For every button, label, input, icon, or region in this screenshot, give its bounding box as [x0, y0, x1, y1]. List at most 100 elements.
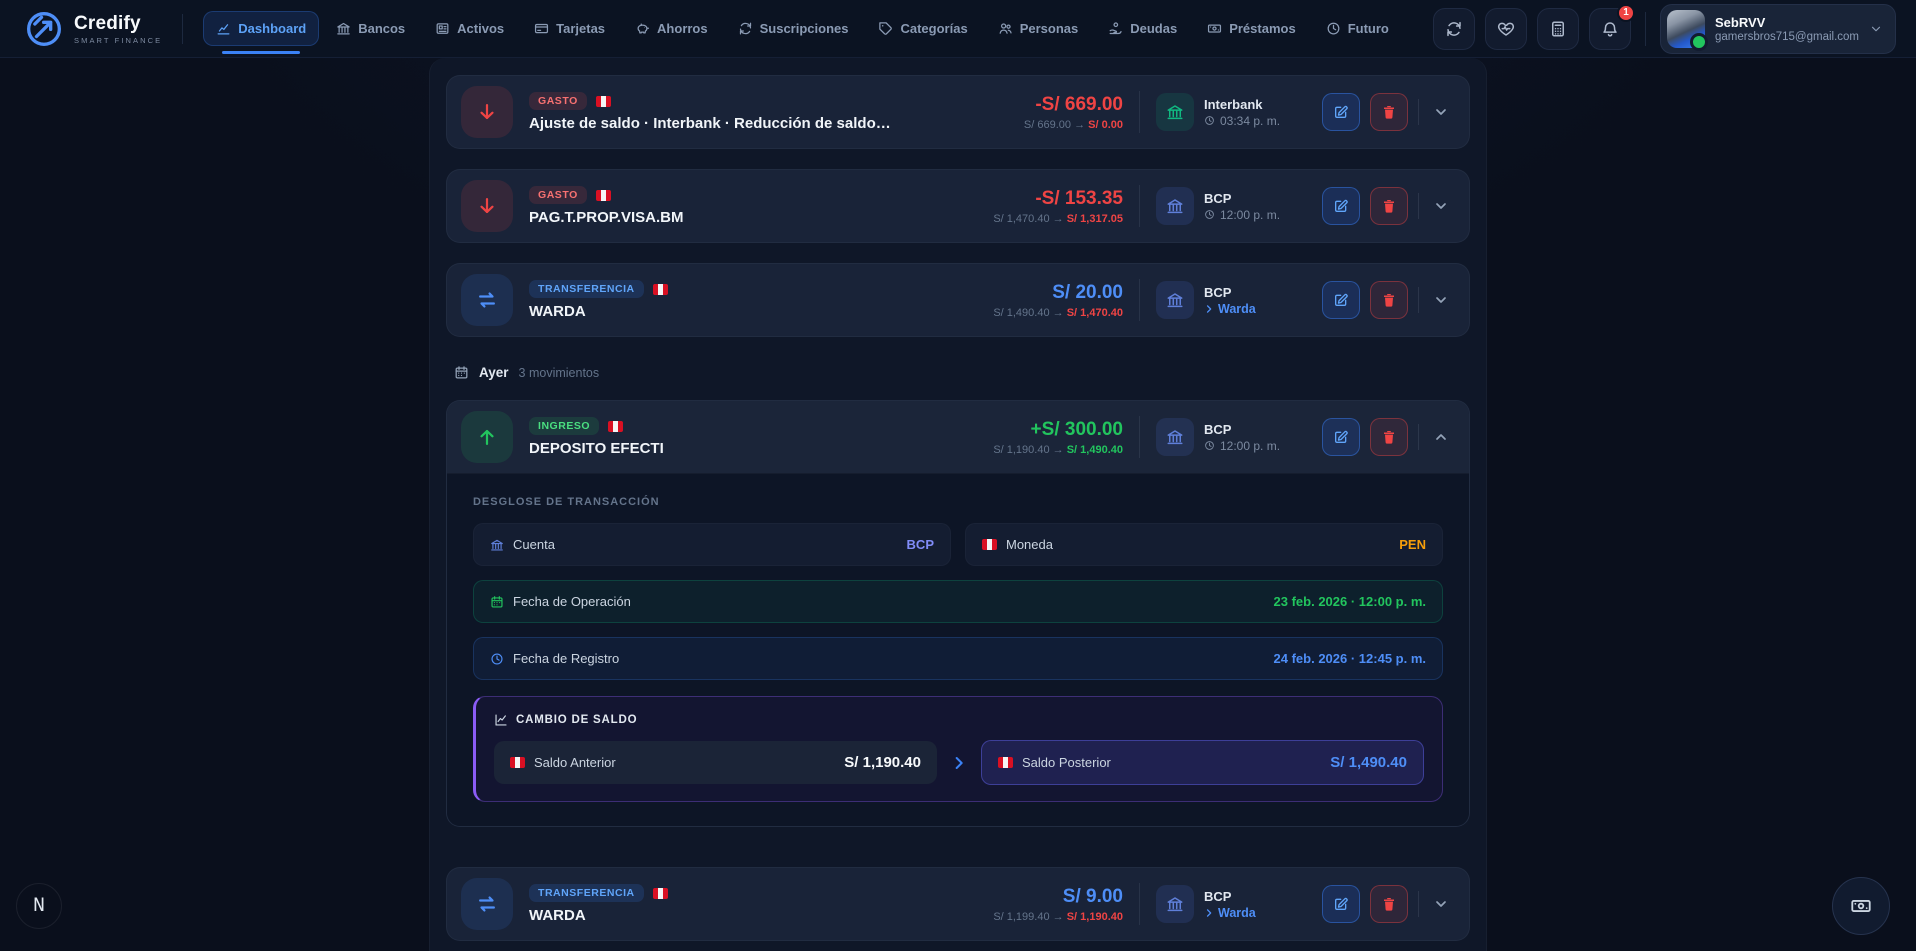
delete-button[interactable] — [1370, 885, 1408, 923]
edit-button[interactable] — [1322, 418, 1360, 456]
peru-flag-icon — [595, 95, 611, 107]
dev-tools-badge[interactable]: N — [16, 883, 62, 929]
transaction-time: 12:00 p. m. — [1204, 208, 1280, 222]
main-nav: Dashboard Bancos Activos Tarjetas Ahorro… — [203, 11, 1419, 54]
chevron-right-icon — [1204, 304, 1214, 314]
trash-icon — [1381, 429, 1397, 445]
movement-count: 3 movimientos — [518, 365, 600, 380]
transaction-row[interactable]: INGRESO DEPOSITO EFECTI +S/ 300.00 S/ 1,… — [447, 401, 1469, 473]
people-icon — [998, 21, 1013, 36]
expand-button[interactable] — [1429, 288, 1453, 312]
notifications-button[interactable]: 1 — [1589, 3, 1636, 50]
top-navigation-bar: Credify SMART FINANCE Dashboard Bancos A… — [0, 0, 1916, 58]
transfer-destination-link[interactable]: Warda — [1204, 302, 1256, 316]
transaction-amount: +S/ 300.00 — [1030, 418, 1123, 440]
bank-info: BCP Warda — [1156, 885, 1306, 923]
edit-button[interactable] — [1322, 187, 1360, 225]
bank-info: Interbank 03:34 p. m. — [1156, 93, 1306, 131]
expand-button[interactable] — [1429, 100, 1453, 124]
new-balance: Saldo Posterior S/ 1,490.40 — [981, 740, 1424, 785]
edit-icon — [1333, 429, 1349, 445]
balance-change: S/ 1,470.40 → S/ 1,317.05 — [993, 212, 1123, 225]
edit-button[interactable] — [1322, 93, 1360, 131]
transfer-destination-link[interactable]: Warda — [1204, 906, 1256, 920]
nav-label: Categorías — [900, 21, 968, 36]
transaction-card: TRANSFERENCIA WARDA S/ 20.00 S/ 1,490.40… — [446, 263, 1470, 337]
delete-button[interactable] — [1370, 281, 1408, 319]
transaction-details: DESGLOSE DE TRANSACCIÓN Cuenta BCP Moned… — [447, 473, 1469, 826]
card-divider — [1418, 193, 1419, 219]
nav-item-suscripciones[interactable]: Suscripciones — [725, 11, 862, 46]
sync-button[interactable] — [1433, 7, 1476, 50]
piggy-bank-icon — [635, 21, 650, 36]
nav-label: Activos — [457, 21, 505, 36]
income-arrow-up-icon — [461, 411, 513, 463]
chevron-down-icon — [1869, 22, 1883, 36]
transaction-title: WARDA — [529, 303, 586, 320]
nav-item-deudas[interactable]: Deudas — [1095, 11, 1190, 46]
chart-icon — [494, 713, 508, 727]
transaction-row[interactable]: GASTO Ajuste de saldo · Interbank · Redu… — [447, 76, 1469, 148]
balance-change-section: CAMBIO DE SALDO Saldo Anterior S/ 1,190.… — [473, 696, 1443, 802]
peru-flag-icon — [608, 420, 624, 432]
nav-label: Suscripciones — [759, 21, 849, 36]
nav-item-personas[interactable]: Personas — [985, 11, 1092, 46]
delete-button[interactable] — [1370, 418, 1408, 456]
transaction-type-badge: INGRESO — [529, 417, 600, 435]
edit-button[interactable] — [1322, 281, 1360, 319]
peru-flag-icon — [982, 539, 997, 550]
nav-label: Dashboard — [238, 21, 307, 36]
nav-item-categorias[interactable]: Categorías — [865, 11, 980, 46]
expand-button[interactable] — [1429, 194, 1453, 218]
nav-item-tarjetas[interactable]: Tarjetas — [521, 11, 618, 46]
previous-balance: Saldo Anterior S/ 1,190.40 — [494, 741, 937, 784]
transaction-title: PAG.T.PROP.VISA.BM — [529, 209, 684, 226]
nav-item-futuro[interactable]: Futuro — [1313, 11, 1402, 46]
health-button[interactable] — [1485, 7, 1528, 50]
nav-item-activos[interactable]: Activos — [422, 11, 517, 46]
nav-item-dashboard[interactable]: Dashboard — [203, 11, 320, 54]
header-divider — [1645, 11, 1647, 46]
currency-value: PEN — [1399, 537, 1426, 552]
date-label: Ayer — [479, 365, 509, 380]
user-menu[interactable]: SebRVV gamersbros715@gmail.com — [1660, 3, 1896, 54]
register-date-field: Fecha de Registro 24 feb. 2026 · 12:45 p… — [473, 637, 1443, 680]
heart-pulse-icon — [1497, 20, 1515, 38]
transaction-card: TRANSFERENCIA WARDA S/ 9.00 S/ 1,199.40 … — [446, 867, 1470, 941]
delete-button[interactable] — [1370, 93, 1408, 131]
operation-date-field: Fecha de Operación 23 feb. 2026 · 12:00 … — [473, 580, 1443, 623]
edit-button[interactable] — [1322, 885, 1360, 923]
expand-button[interactable] — [1429, 892, 1453, 916]
card-divider — [1139, 416, 1140, 458]
card-divider — [1418, 287, 1419, 313]
calendar-icon — [490, 595, 504, 609]
collapse-button[interactable] — [1429, 425, 1453, 449]
expense-arrow-down-icon — [461, 180, 513, 232]
peru-flag-icon — [595, 189, 611, 201]
bank-name: BCP — [1204, 421, 1232, 437]
nav-item-ahorros[interactable]: Ahorros — [622, 11, 721, 46]
transaction-row[interactable]: GASTO PAG.T.PROP.VISA.BM -S/ 153.35 S/ 1… — [447, 170, 1469, 242]
bell-icon — [1601, 20, 1619, 38]
peru-flag-icon — [998, 757, 1013, 768]
delete-button[interactable] — [1370, 187, 1408, 225]
nav-item-bancos[interactable]: Bancos — [323, 11, 418, 46]
transaction-row[interactable]: TRANSFERENCIA WARDA S/ 9.00 S/ 1,199.40 … — [447, 868, 1469, 940]
nav-item-prestamos[interactable]: Préstamos — [1194, 11, 1308, 46]
card-divider — [1418, 891, 1419, 917]
avatar — [1667, 9, 1709, 51]
account-field: Cuenta BCP — [473, 523, 951, 566]
nav-label: Futuro — [1347, 21, 1389, 36]
chevron-down-icon — [1433, 104, 1449, 120]
transaction-row[interactable]: TRANSFERENCIA WARDA S/ 20.00 S/ 1,490.40… — [447, 264, 1469, 336]
transactions-panel: GASTO Ajuste de saldo · Interbank · Redu… — [429, 58, 1487, 951]
calculator-button[interactable] — [1537, 7, 1580, 50]
bank-info: BCP 12:00 p. m. — [1156, 187, 1306, 225]
edit-icon — [1333, 198, 1349, 214]
quick-money-fab[interactable] — [1832, 877, 1890, 935]
trash-icon — [1381, 896, 1397, 912]
bank-icon — [1156, 281, 1194, 319]
bank-icon — [1156, 93, 1194, 131]
balance-change: S/ 1,490.40 → S/ 1,470.40 — [993, 306, 1123, 319]
nav-label: Personas — [1019, 21, 1079, 36]
